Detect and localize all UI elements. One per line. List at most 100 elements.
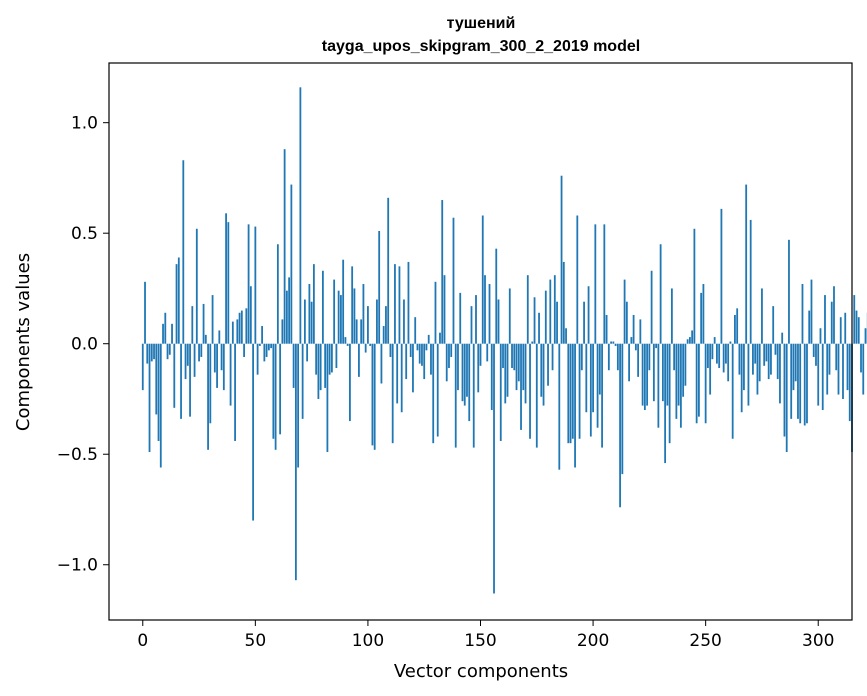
bar	[508, 288, 511, 344]
bar	[191, 306, 194, 344]
bar	[409, 343, 412, 357]
bar	[738, 343, 741, 375]
bar	[285, 290, 288, 344]
bar	[204, 334, 207, 344]
bar	[711, 343, 714, 360]
bar	[772, 306, 775, 344]
bar	[846, 343, 849, 391]
bar	[171, 323, 173, 344]
bar	[808, 310, 811, 344]
bar	[670, 288, 673, 344]
bar	[553, 275, 556, 344]
bar	[358, 343, 360, 377]
bar	[495, 248, 498, 344]
bar	[400, 343, 403, 413]
bar	[524, 343, 527, 404]
bar	[623, 279, 626, 344]
bar	[556, 301, 558, 344]
bar	[839, 317, 842, 344]
bar	[349, 343, 351, 422]
bar	[436, 343, 439, 437]
bar	[263, 343, 266, 362]
bar	[862, 343, 865, 395]
bar	[148, 343, 151, 453]
bar	[423, 343, 426, 380]
bar	[531, 341, 534, 344]
bar	[486, 343, 489, 362]
bar	[351, 266, 354, 344]
bar	[331, 343, 333, 373]
bar	[574, 343, 576, 468]
bar	[565, 328, 567, 344]
bar	[747, 343, 750, 406]
bar	[261, 326, 263, 344]
bar	[333, 279, 336, 344]
bar	[432, 343, 435, 444]
bar	[421, 343, 423, 366]
bar	[855, 310, 858, 344]
bar	[634, 343, 637, 351]
bar	[321, 270, 324, 344]
bar	[589, 343, 592, 437]
bar	[526, 275, 529, 344]
bar	[542, 343, 545, 406]
bar	[544, 290, 547, 344]
bar	[821, 343, 824, 411]
bar	[290, 184, 293, 344]
bar	[258, 343, 261, 346]
bar	[695, 343, 698, 424]
bar	[484, 275, 486, 344]
bar	[297, 343, 300, 468]
bar	[504, 343, 507, 404]
bar	[767, 343, 770, 380]
bar	[652, 343, 655, 402]
bar	[661, 343, 664, 402]
bar	[806, 343, 808, 424]
y-axis-label: Components values	[13, 253, 34, 431]
y-tick-label: −1.0	[57, 556, 98, 576]
bar	[776, 343, 779, 380]
bar	[628, 343, 630, 382]
bar	[276, 244, 279, 344]
bar	[472, 343, 475, 448]
bar	[693, 228, 696, 344]
bar	[560, 175, 563, 344]
bar	[621, 343, 624, 475]
bar	[792, 343, 795, 391]
bar	[245, 308, 248, 344]
bar	[745, 184, 748, 344]
bar	[308, 284, 311, 344]
bar	[740, 343, 743, 413]
bar	[756, 343, 759, 395]
bar	[736, 308, 739, 344]
bar	[445, 343, 448, 382]
bar	[704, 343, 707, 424]
bar	[405, 343, 408, 380]
bar	[522, 343, 525, 391]
bar	[700, 292, 703, 344]
bar	[513, 343, 516, 371]
bar	[425, 343, 428, 351]
bar	[182, 160, 185, 344]
y-tick-label: 1.0	[71, 114, 98, 134]
bar	[240, 310, 243, 344]
bar	[177, 257, 180, 344]
bar	[283, 149, 286, 344]
bar	[430, 343, 432, 375]
bar	[682, 343, 685, 397]
bar	[380, 343, 383, 384]
bar	[520, 343, 522, 430]
bar	[470, 306, 473, 344]
bar	[342, 259, 345, 344]
bar	[159, 343, 162, 468]
bar	[394, 264, 396, 344]
bar	[648, 343, 651, 371]
bar	[752, 343, 754, 375]
bar	[326, 343, 329, 453]
bar	[335, 343, 338, 369]
bar	[799, 343, 802, 424]
bar	[571, 343, 574, 439]
bar	[396, 343, 399, 404]
bar	[657, 343, 660, 428]
bar	[749, 219, 752, 344]
